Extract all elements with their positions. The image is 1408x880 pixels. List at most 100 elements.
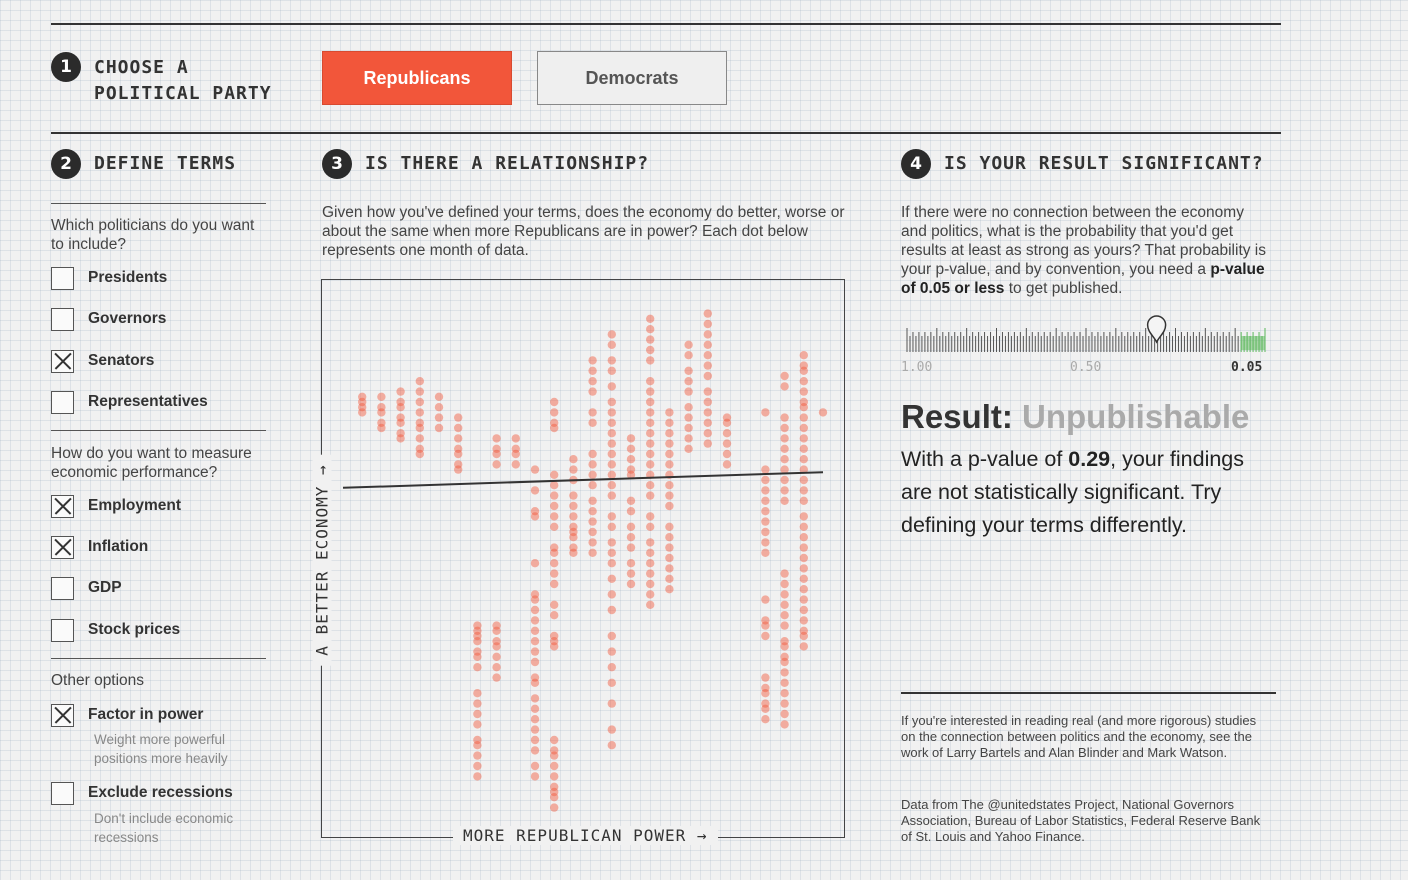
data-point [550, 746, 559, 755]
data-point [550, 491, 559, 500]
checkbox-stock-prices[interactable]: Stock prices [51, 617, 180, 643]
checkbox-gdp[interactable]: GDP [51, 575, 122, 601]
data-point [646, 569, 655, 578]
democrats-button[interactable]: Democrats [537, 51, 727, 105]
data-point [550, 787, 559, 797]
data-point [569, 512, 578, 521]
data-point [780, 496, 789, 505]
data-point [530, 605, 540, 615]
data-point [415, 449, 424, 459]
checkbox-box[interactable] [51, 576, 74, 600]
y-axis-label: A BETTER ECONOMY → [312, 454, 332, 666]
data-point [550, 397, 559, 407]
checkbox-box[interactable] [51, 494, 74, 518]
data-point [511, 434, 520, 443]
checkbox-box[interactable] [51, 390, 74, 414]
scale-label-right: 0.05 [1231, 360, 1263, 375]
data-point [550, 543, 559, 552]
data-point [799, 522, 808, 531]
data-point [761, 595, 770, 604]
data-point [646, 559, 655, 568]
data-point [530, 647, 540, 656]
checkbox-box[interactable] [51, 618, 74, 642]
data-point [665, 491, 674, 500]
data-point [607, 491, 616, 500]
data-point [761, 715, 770, 724]
data-point [646, 439, 655, 448]
data-point [665, 533, 674, 542]
checkbox-inflation[interactable]: Inflation [51, 534, 148, 560]
data-point [550, 512, 559, 521]
checkbox-representatives[interactable]: Representatives [51, 389, 208, 415]
data-point [607, 647, 616, 656]
checkbox-exclude-recessions[interactable]: Exclude recessions [51, 780, 233, 806]
checkbox-presidents[interactable]: Presidents [51, 265, 167, 291]
data-point [607, 522, 616, 531]
checkbox-factor-in-power[interactable]: Factor in power [51, 702, 203, 728]
result-text-post: , your findings are not statistically si… [901, 447, 1245, 537]
step-4-badge: 4 [901, 149, 931, 179]
data-point [588, 507, 597, 516]
result-value: Unpublishable [1022, 398, 1250, 435]
data-point [607, 366, 616, 375]
data-point [626, 444, 636, 453]
step-3-badge: 3 [322, 149, 352, 179]
data-point [396, 387, 405, 396]
checkbox-box[interactable] [51, 781, 74, 805]
republicans-button[interactable]: Republicans [322, 51, 512, 105]
data-point [607, 330, 616, 339]
data-point [761, 517, 770, 526]
desc-bold: p-value of 0.05 or less [901, 261, 1265, 297]
data-point [415, 444, 424, 453]
checkbox-label: Exclude recessions [88, 784, 233, 801]
data-point [761, 621, 770, 630]
data-point [434, 413, 444, 422]
data-point [588, 538, 597, 547]
checkbox-box[interactable] [51, 349, 74, 373]
data-point [588, 527, 597, 537]
data-point [722, 418, 732, 427]
checkbox-employment[interactable]: Employment [51, 493, 181, 519]
data-point [799, 351, 808, 360]
data-point [780, 569, 789, 578]
data-point [473, 761, 482, 771]
data-point [799, 423, 808, 433]
data-point [530, 590, 540, 599]
data-point [780, 413, 789, 422]
data-point [665, 481, 674, 490]
data-point [473, 772, 482, 781]
data-point [530, 595, 540, 604]
result-text-pre: With a p-value of [901, 447, 1069, 471]
data-point [607, 548, 616, 557]
data-point [722, 439, 732, 448]
checkbox-governors[interactable]: Governors [51, 306, 166, 332]
data-point [646, 579, 655, 589]
checkbox-box[interactable] [51, 703, 74, 727]
significance-zone [1241, 336, 1265, 350]
data-point [646, 325, 655, 334]
data-point [684, 366, 693, 375]
data-point [665, 439, 674, 448]
checkbox-box[interactable] [51, 535, 74, 559]
checkbox-box[interactable] [51, 266, 74, 290]
checkbox-box[interactable] [51, 307, 74, 331]
scale-label-left: 1.00 [901, 360, 933, 375]
data-point [358, 392, 367, 401]
step-3-heading: Is there a relationship? [365, 153, 650, 174]
data-point [646, 377, 655, 386]
data-point [780, 423, 789, 433]
checkbox-label: GDP [88, 579, 122, 596]
data-point [569, 465, 578, 474]
checkbox-senators[interactable]: Senators [51, 348, 154, 374]
data-point [530, 512, 540, 521]
data-point [607, 574, 616, 583]
data-point [665, 574, 674, 583]
data-point [473, 709, 482, 719]
data-point [703, 418, 712, 427]
data-point [530, 559, 540, 568]
data-point [607, 460, 616, 469]
data-point [761, 683, 770, 693]
step-1-badge: 1 [51, 52, 81, 82]
data-point [588, 481, 597, 490]
data-point [780, 434, 789, 443]
